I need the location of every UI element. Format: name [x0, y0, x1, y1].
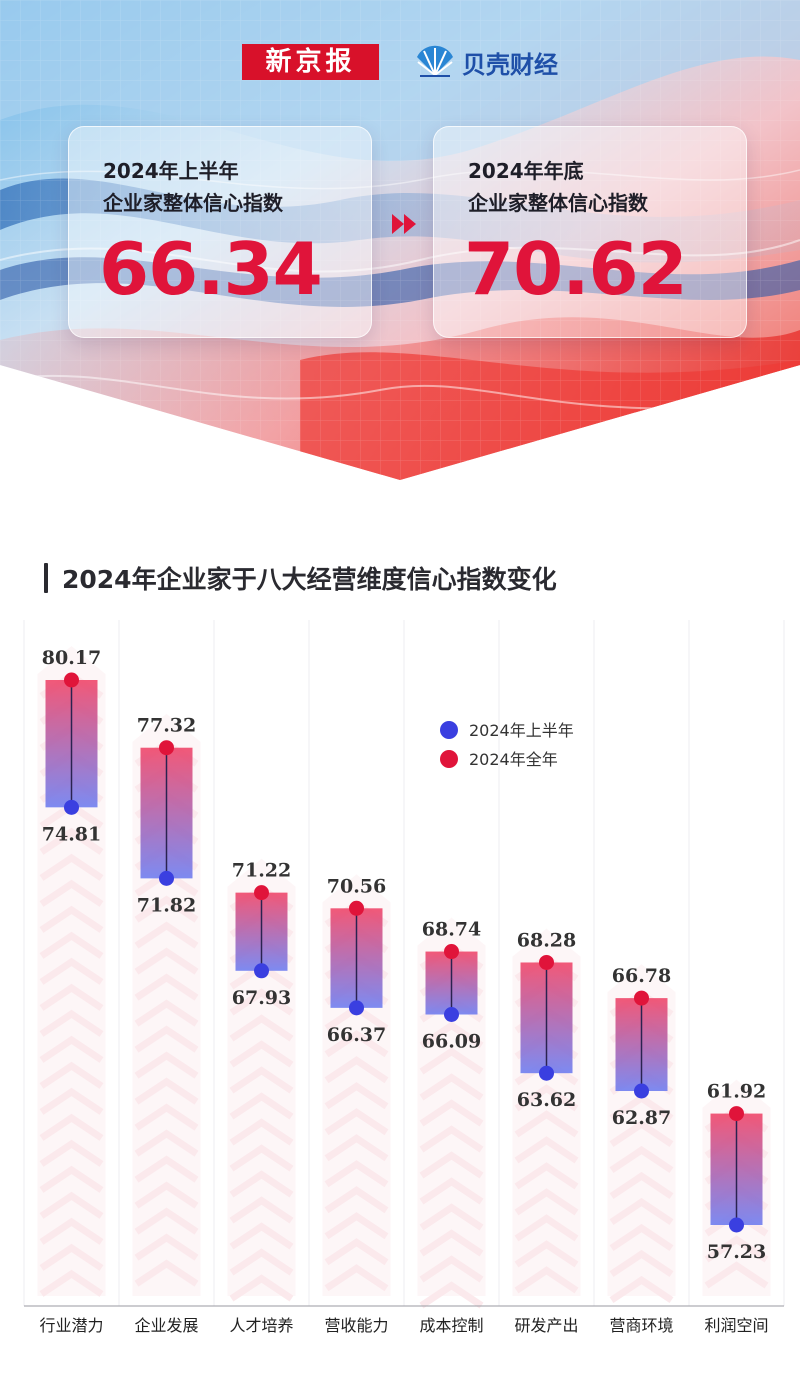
legend-h1-label: 2024年上半年 [469, 721, 574, 740]
hero-background [0, 0, 800, 480]
h1-dot [444, 1007, 459, 1023]
h1-dot [729, 1217, 744, 1233]
h1-index-card: 2024年上半年 企业家整体信心指数 66.34 [68, 126, 372, 338]
h1-value-label: 67.93 [232, 987, 292, 1009]
h1-dot [349, 1000, 364, 1016]
category-label: 营商环境 [609, 1316, 673, 1335]
beike-caijing-logo: 贝壳财经 [414, 44, 558, 80]
full-year-value-label: 70.56 [327, 875, 387, 897]
category-label: 人才培养 [229, 1316, 293, 1335]
full-year-dot [539, 954, 554, 970]
category-label: 行业潜力 [39, 1316, 103, 1335]
h1-card-value: 66.34 [99, 227, 323, 311]
h1-dot [159, 870, 174, 886]
year-end-card-value: 70.62 [464, 227, 688, 311]
h1-dot [254, 963, 269, 979]
full-year-value-label: 61.92 [707, 1081, 767, 1103]
title-bar [44, 563, 48, 593]
h1-value-label: 71.82 [137, 894, 197, 916]
range-bar-chart: 行业潜力 企业发展 人才培养 营收能力 成本控制 研发产出 营商环境 利润空间 80.17 74… [23, 620, 785, 1335]
full-year-dot [729, 1106, 744, 1122]
category-label: 利润空间 [704, 1316, 768, 1335]
category-label: 研发产出 [514, 1316, 578, 1335]
legend-full-marker [440, 750, 458, 768]
full-year-dot [64, 672, 79, 688]
category-label: 企业发展 [134, 1316, 198, 1335]
full-year-dot [634, 990, 649, 1006]
year-end-card-period: 2024年年底 [468, 159, 584, 183]
full-year-dot [349, 900, 364, 916]
h1-card-period: 2024年上半年 [103, 159, 239, 183]
full-year-value-label: 68.74 [422, 919, 482, 941]
h1-dot [634, 1083, 649, 1099]
h1-dot [64, 799, 79, 815]
full-year-value-label: 71.22 [232, 860, 292, 882]
h1-value-label: 66.09 [422, 1031, 482, 1053]
h1-value-label: 74.81 [42, 823, 102, 845]
year-end-card-label: 企业家整体信心指数 [468, 191, 648, 215]
full-year-dot [254, 885, 269, 901]
h1-card-label: 企业家整体信心指数 [103, 191, 283, 215]
legend-full-label: 2024年全年 [469, 750, 558, 769]
legend-h1-marker [440, 721, 458, 739]
full-year-value-label: 80.17 [42, 647, 102, 669]
full-year-dot [444, 944, 459, 960]
full-year-dot [159, 740, 174, 756]
h1-value-label: 62.87 [612, 1107, 672, 1129]
section-title: 2024年企业家于八大经营维度信心指数变化 [44, 558, 557, 598]
chevron-decoration [37, 646, 106, 1297]
h1-dot [539, 1065, 554, 1081]
h1-value-label: 57.23 [707, 1241, 767, 1263]
double-arrow-icon [392, 214, 416, 234]
beike-caijing-text: 贝壳财经 [462, 50, 558, 79]
chart-title: 2024年企业家于八大经营维度信心指数变化 [62, 565, 557, 594]
category-label: 成本控制 [419, 1316, 483, 1335]
h1-value-label: 63.62 [517, 1089, 577, 1111]
category-label: 营收能力 [324, 1316, 388, 1335]
year-end-index-card: 2024年年底 企业家整体信心指数 70.62 [433, 126, 747, 338]
full-year-value-label: 77.32 [137, 715, 197, 737]
full-year-value-label: 68.28 [517, 929, 577, 951]
full-year-value-label: 66.78 [612, 965, 672, 987]
h1-value-label: 66.37 [327, 1024, 387, 1046]
xinjingbao-logo: 新京报 [242, 44, 379, 80]
shell-icon [417, 45, 453, 77]
